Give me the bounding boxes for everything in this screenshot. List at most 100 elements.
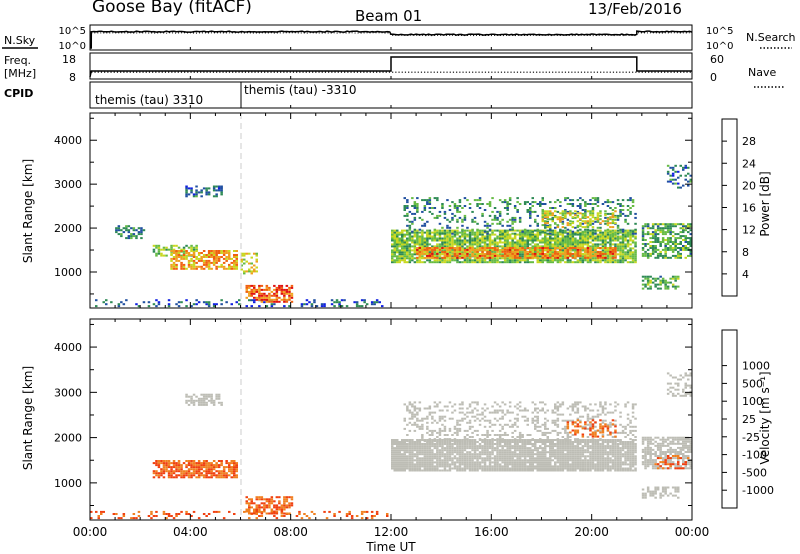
heatmap-cell — [205, 460, 208, 462]
heatmap-cell — [436, 229, 439, 232]
heatmap-cell — [473, 253, 477, 256]
heatmap-cell — [456, 439, 459, 441]
heatmap-cell — [513, 250, 517, 253]
heatmap-cell — [574, 447, 577, 450]
heatmap-cell — [283, 292, 286, 295]
heatmap-cell — [403, 457, 406, 460]
heatmap-cell — [130, 227, 133, 230]
heatmap-cell — [677, 247, 680, 249]
heatmap-cell — [215, 254, 218, 256]
heatmap-cell — [192, 464, 196, 467]
heatmap-cell — [576, 461, 580, 464]
heatmap-cell — [391, 235, 394, 238]
heatmap-cell — [167, 303, 171, 306]
heatmap-cell — [406, 212, 409, 215]
heatmap-cell — [197, 476, 201, 479]
heatmap-cell — [207, 265, 211, 268]
heatmap-cell — [614, 256, 617, 259]
heatmap-cell — [564, 245, 567, 248]
heatmap-cell — [418, 239, 422, 242]
heatmap-cell — [255, 498, 258, 501]
heatmap-cell — [421, 459, 424, 462]
heatmap-cell — [180, 267, 183, 270]
heatmap-cell — [127, 235, 131, 238]
heatmap-cell — [127, 231, 131, 234]
heatmap-cell — [554, 235, 557, 238]
heatmap-cell — [539, 252, 542, 255]
heatmap-cell — [536, 222, 539, 225]
heatmap-cell — [503, 250, 507, 253]
heatmap-cell — [398, 469, 401, 472]
heatmap-cell — [426, 237, 429, 240]
heatmap-cell — [438, 445, 442, 448]
heatmap-cell — [561, 229, 565, 232]
heatmap-cell — [571, 469, 575, 472]
heatmap-cell — [411, 241, 414, 244]
heatmap-cell — [192, 259, 196, 262]
heatmap-cell — [180, 254, 183, 257]
heatmap-cell — [403, 461, 406, 464]
heatmap-cell — [569, 254, 572, 257]
heatmap-cell — [561, 212, 565, 215]
heatmap-cell — [551, 247, 554, 250]
heatmap-cell — [423, 224, 427, 227]
heatmap-cell — [411, 257, 414, 260]
heatmap-cell — [463, 256, 467, 259]
heatmap-cell — [491, 469, 494, 472]
heatmap-cell — [559, 441, 562, 443]
heatmap-cell — [275, 512, 279, 515]
heatmap-cell — [534, 251, 537, 254]
heatmap-cell — [506, 220, 509, 223]
heatmap-cell — [423, 451, 427, 454]
heatmap-cell — [167, 299, 171, 302]
heatmap-cell — [634, 212, 637, 215]
heatmap-cell — [406, 465, 409, 468]
heatmap-cell — [654, 283, 657, 286]
heatmap-cell — [534, 233, 537, 236]
heatmap-cell — [511, 252, 514, 255]
heatmap-cell — [423, 439, 427, 441]
heatmap-cell — [566, 235, 570, 238]
heatmap-cell — [391, 255, 394, 258]
heatmap-cell — [641, 283, 645, 286]
heatmap-cell — [506, 457, 509, 460]
heatmap-cell — [453, 449, 457, 452]
heatmap-cell — [503, 252, 507, 255]
heatmap-cell — [416, 259, 419, 262]
heatmap-cell — [180, 468, 183, 471]
heatmap-cell — [446, 256, 449, 259]
heatmap-cell — [416, 439, 419, 441]
heatmap-cell — [664, 223, 667, 226]
heatmap-cell — [483, 453, 487, 456]
heatmap-cell — [559, 252, 562, 255]
heatmap-cell — [283, 515, 286, 517]
heatmap-cell — [478, 465, 482, 468]
heatmap-cell — [529, 224, 532, 227]
heatmap-cell — [564, 212, 567, 215]
heatmap-cell — [431, 443, 434, 445]
heatmap-cell — [483, 224, 487, 227]
heatmap-cell — [408, 457, 412, 460]
heatmap-cell — [661, 248, 665, 251]
heatmap-cell — [546, 216, 549, 219]
heatmap-cell — [423, 222, 427, 225]
heatmap-cell — [463, 235, 467, 238]
heatmap-cell — [481, 248, 484, 251]
heatmap-cell — [666, 229, 670, 232]
heatmap-cell — [576, 449, 580, 452]
heatmap-cell — [431, 245, 434, 248]
heatmap-cell — [263, 510, 266, 513]
heatmap-cell — [202, 401, 206, 404]
heatmap-cell — [554, 445, 557, 448]
heatmap-cell — [589, 252, 592, 255]
heatmap-cell — [551, 254, 554, 257]
heatmap-cell — [476, 455, 479, 458]
heatmap-cell — [666, 172, 670, 175]
heatmap-cell — [634, 231, 637, 234]
heatmap-cell — [461, 224, 464, 227]
heatmap-cell — [187, 464, 191, 467]
heatmap-cell — [599, 214, 602, 217]
heatmap-cell — [225, 476, 228, 479]
heatmap-cell — [571, 220, 575, 223]
heatmap-cell — [513, 229, 517, 232]
